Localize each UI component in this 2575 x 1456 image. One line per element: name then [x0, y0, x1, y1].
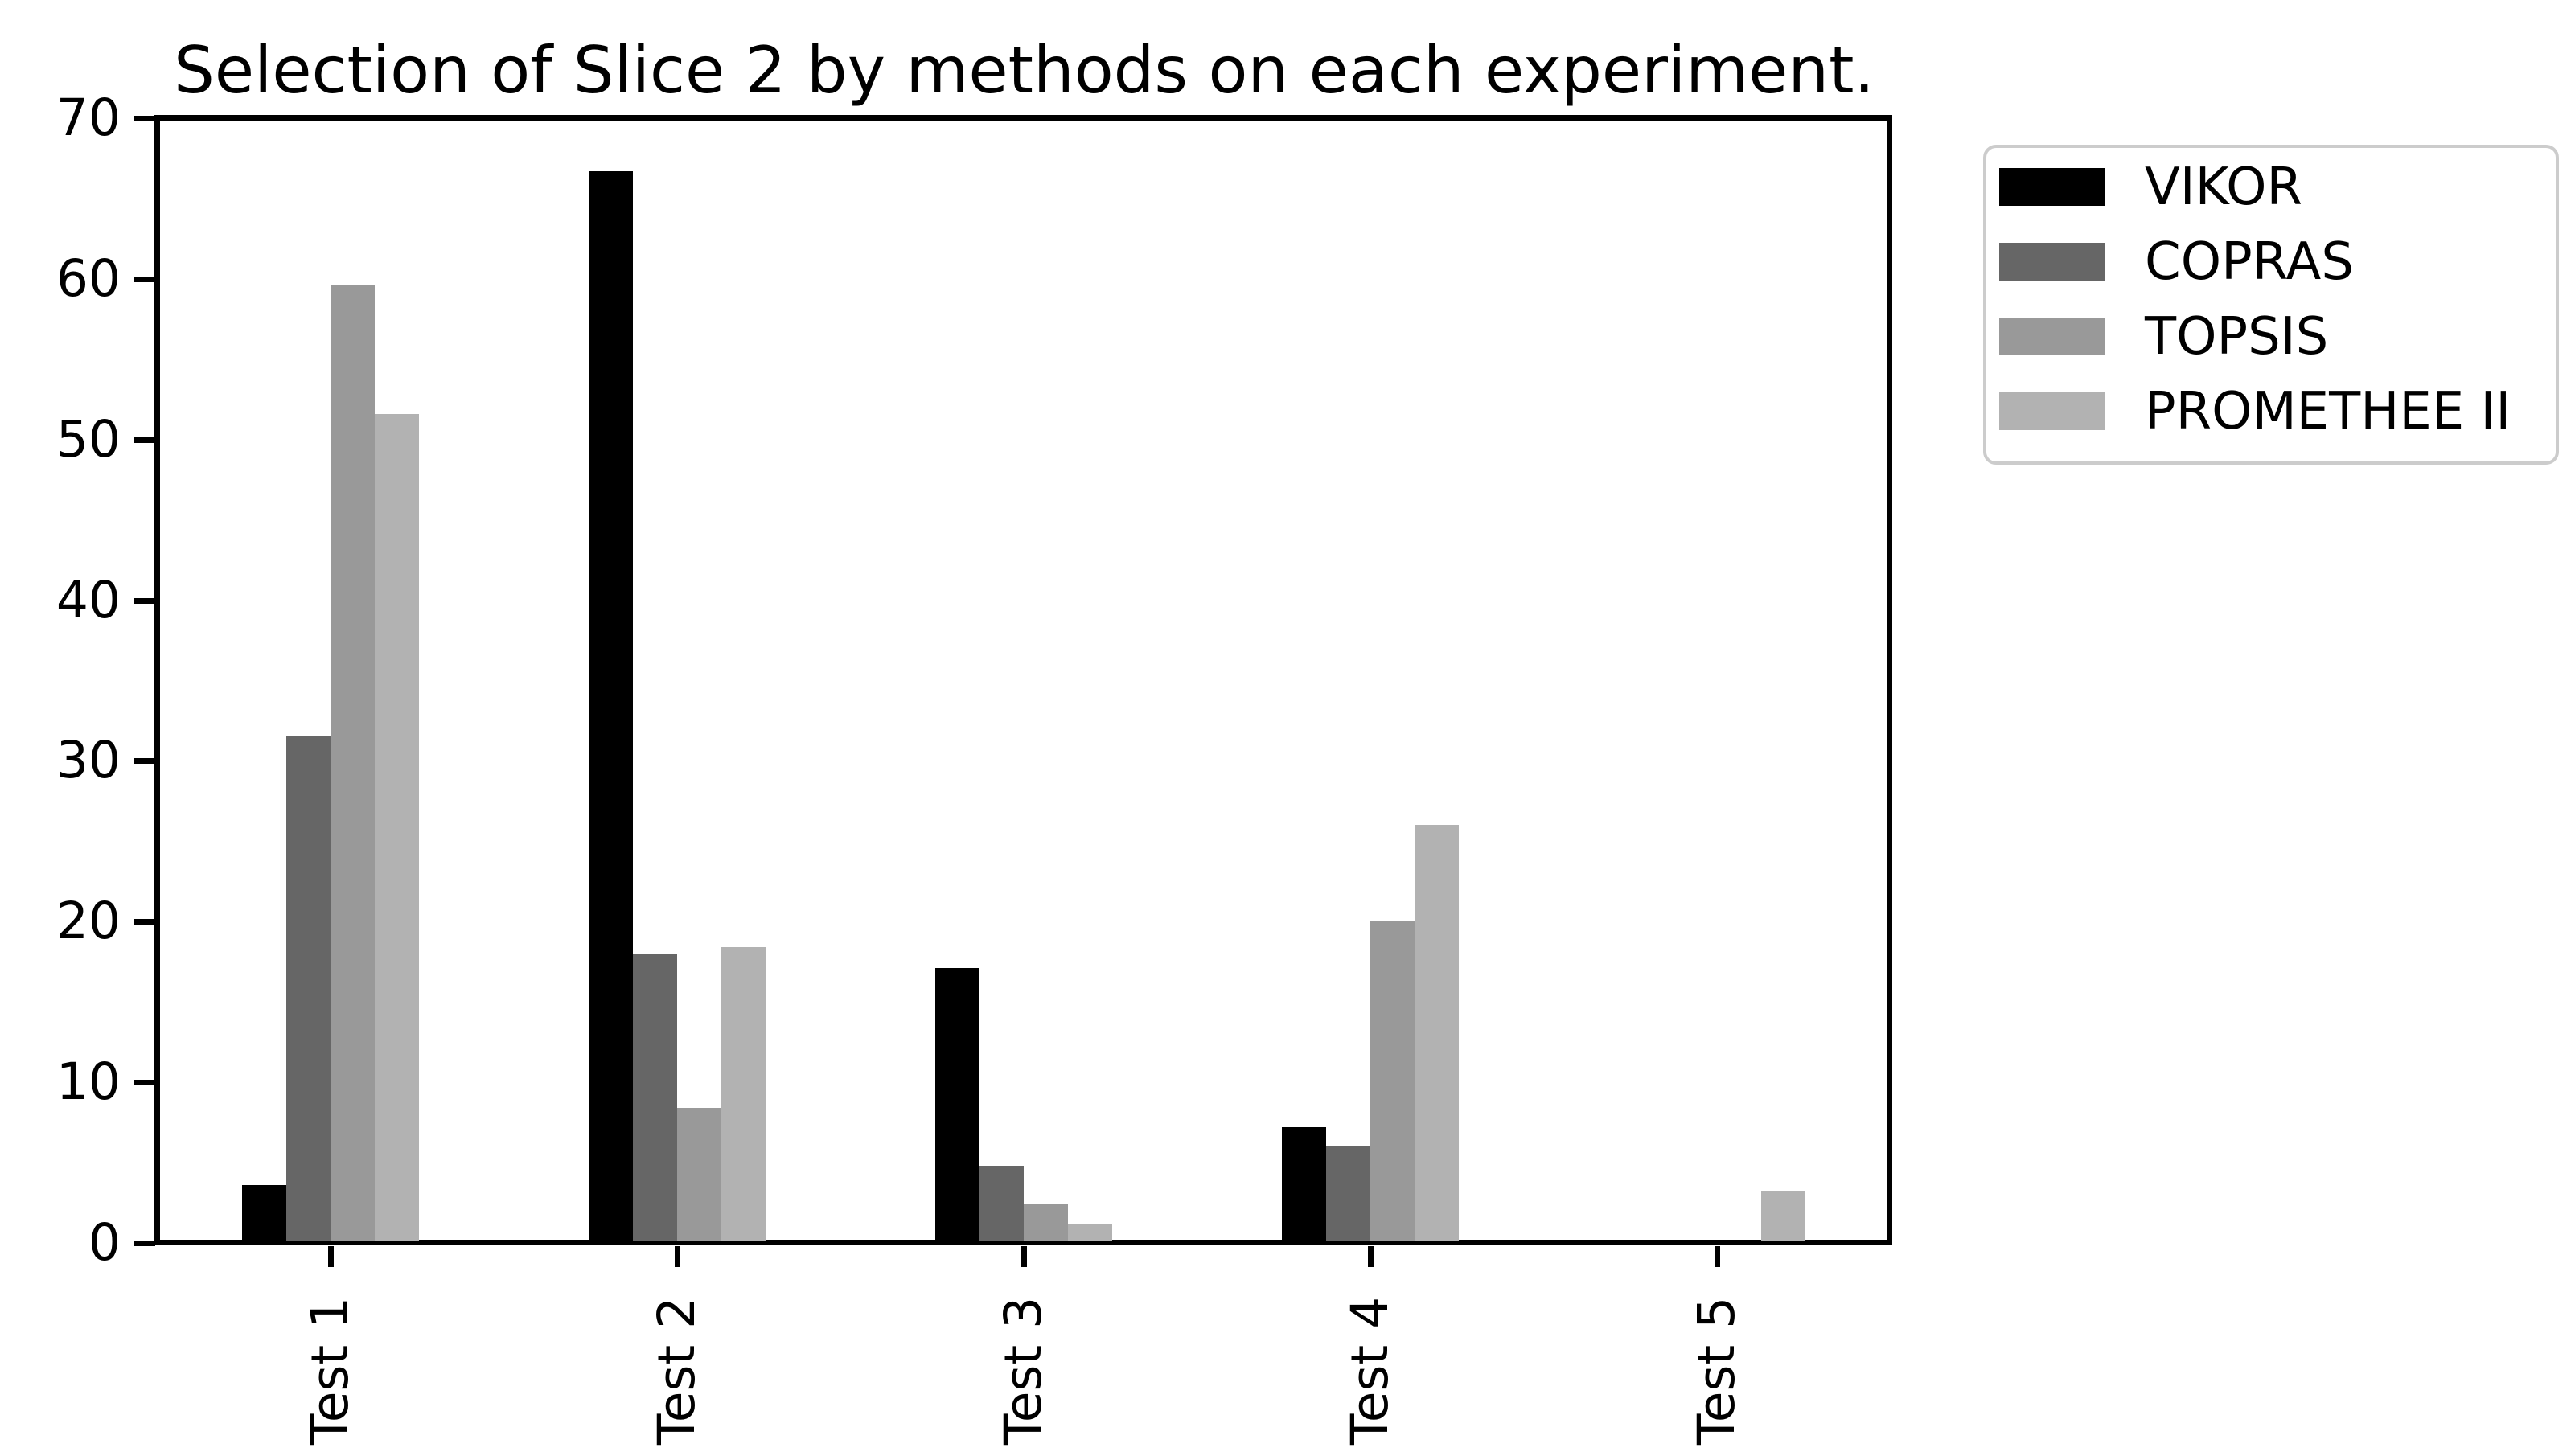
- bar-copras-test-2: [633, 954, 678, 1241]
- legend-label: PROMETHEE II: [2145, 381, 2511, 441]
- y-axis-tick-label: 0: [88, 1213, 121, 1272]
- y-axis-tick-label: 20: [55, 892, 121, 951]
- y-axis-tick: [134, 1080, 155, 1086]
- legend: VIKOR COPRAS TOPSIS PROMETHEE II: [1983, 145, 2559, 465]
- legend-swatch-icon: [1999, 392, 2105, 430]
- bar-promethee-ii-test-5: [1760, 1191, 1805, 1241]
- legend-row: VIKOR: [1999, 150, 2556, 224]
- x-axis-tick: [675, 1246, 681, 1267]
- bar-topsis-test-1: [331, 285, 376, 1241]
- legend-label: COPRAS: [2145, 232, 2354, 292]
- x-axis-tick-label: Test 3: [994, 1296, 1053, 1445]
- y-axis-tick: [134, 276, 155, 282]
- legend-swatch-icon: [1999, 243, 2105, 281]
- x-axis-tick-label: Test 4: [1340, 1296, 1399, 1445]
- bar-promethee-ii-test-4: [1414, 825, 1459, 1241]
- x-axis-tick-label: Test 5: [1686, 1296, 1746, 1445]
- legend-row: COPRAS: [1999, 224, 2556, 299]
- y-axis-tick: [134, 758, 155, 765]
- x-axis-tick: [1021, 1246, 1027, 1267]
- x-axis-tick: [328, 1246, 335, 1267]
- y-axis-tick: [134, 919, 155, 925]
- y-axis-tick-label: 50: [55, 409, 121, 469]
- y-axis-tick-label: 40: [55, 570, 121, 630]
- bar-copras-test-1: [286, 736, 331, 1241]
- y-axis-tick-label: 70: [55, 88, 121, 147]
- legend-swatch-icon: [1999, 168, 2105, 206]
- legend-row: PROMETHEE II: [1999, 374, 2556, 449]
- y-axis-tick-label: 60: [55, 248, 121, 308]
- bar-vikor-test-2: [589, 170, 634, 1241]
- y-axis-tick: [134, 597, 155, 604]
- legend-label: VIKOR: [2145, 157, 2302, 217]
- bar-promethee-ii-test-1: [375, 413, 420, 1241]
- legend-swatch-icon: [1999, 318, 2105, 355]
- bar-topsis-test-2: [677, 1108, 722, 1241]
- y-axis-tick: [134, 116, 155, 121]
- bar-copras-test-4: [1325, 1146, 1370, 1241]
- bar-vikor-test-1: [242, 1185, 287, 1241]
- legend-row: TOPSIS: [1999, 299, 2556, 374]
- y-axis-tick: [134, 1241, 155, 1246]
- x-axis-tick-label: Test 1: [301, 1296, 360, 1445]
- bar-copras-test-3: [979, 1166, 1024, 1241]
- y-axis-tick: [134, 437, 155, 443]
- y-axis-tick-label: 10: [55, 1052, 121, 1112]
- plot-area: [154, 115, 1892, 1245]
- x-axis-tick: [1714, 1246, 1720, 1267]
- bar-topsis-test-4: [1370, 921, 1415, 1241]
- bar-promethee-ii-test-2: [721, 947, 766, 1241]
- bar-vikor-test-3: [935, 968, 979, 1241]
- y-axis-tick-label: 30: [55, 731, 121, 790]
- bar-topsis-test-3: [1024, 1204, 1068, 1241]
- legend-label: TOPSIS: [2145, 306, 2329, 367]
- chart-title: Selection of Slice 2 by methods on each …: [174, 33, 1875, 108]
- x-axis-tick-label: Test 2: [647, 1296, 707, 1445]
- x-axis-tick: [1367, 1246, 1374, 1267]
- bar-promethee-ii-test-3: [1068, 1224, 1112, 1241]
- bar-vikor-test-4: [1281, 1127, 1326, 1241]
